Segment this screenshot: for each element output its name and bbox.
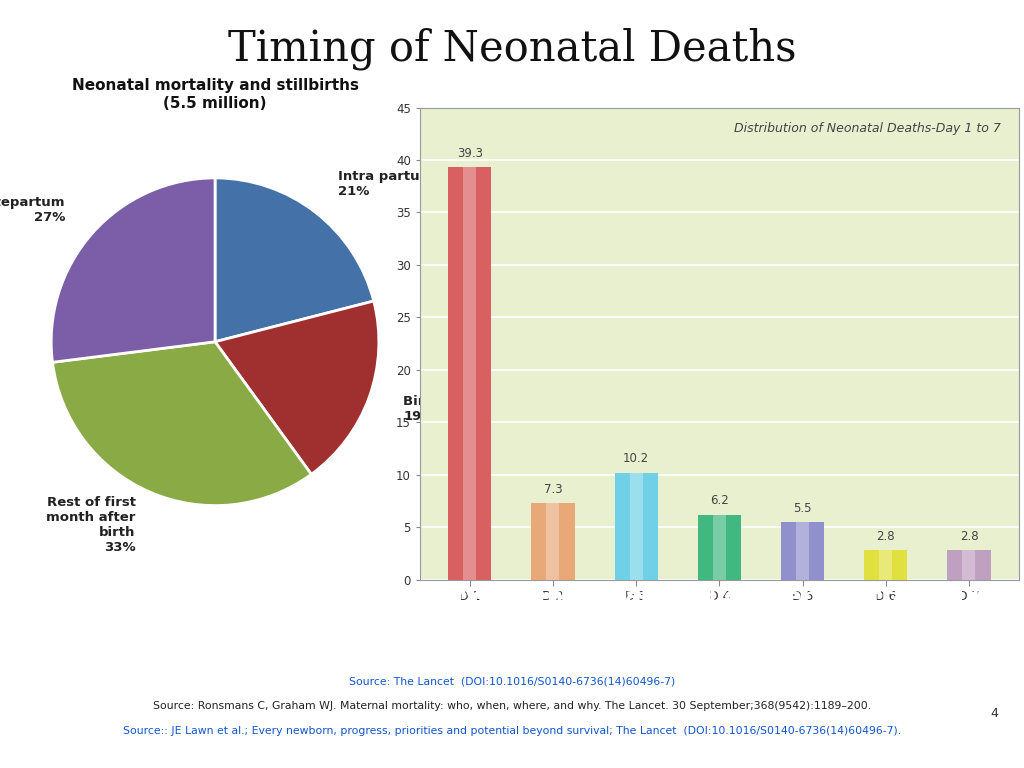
Wedge shape — [215, 178, 374, 342]
Text: Timing of Neonatal Deaths: Timing of Neonatal Deaths — [227, 28, 797, 70]
Bar — [880, 551, 892, 580]
Bar — [463, 167, 476, 580]
Text: postpartum period): postpartum period) — [15, 620, 267, 643]
Bar — [449, 167, 492, 580]
Text: 39.3: 39.3 — [457, 147, 482, 160]
Bar — [630, 473, 643, 580]
Bar — [614, 473, 657, 580]
Text: 2.8: 2.8 — [877, 530, 895, 543]
Text: Problem Statement:  Most mortality is centred around delivery (intra and immedia: Problem Statement: Most mortality is cen… — [15, 586, 1024, 609]
Text: 4: 4 — [990, 707, 998, 720]
Text: Source: The Lancet  (DOI:10.1016/S0140-6736(14)60496-7): Source: The Lancet (DOI:10.1016/S0140-67… — [349, 677, 675, 687]
Text: 10.2: 10.2 — [623, 452, 649, 465]
Wedge shape — [215, 301, 379, 475]
Text: Antepartum
27%: Antepartum 27% — [0, 196, 66, 223]
Text: Source:: JE Lawn et al.; Every newborn, progress, priorities and potential beyon: Source:: JE Lawn et al.; Every newborn, … — [123, 726, 901, 736]
Bar — [963, 551, 976, 580]
Text: 2.8: 2.8 — [959, 530, 978, 543]
Text: Intra partum
21%: Intra partum 21% — [338, 170, 433, 198]
Wedge shape — [52, 342, 311, 505]
Text: Distribution of Neonatal Deaths-Day 1 to 7: Distribution of Neonatal Deaths-Day 1 to… — [734, 121, 1000, 134]
Bar — [547, 503, 559, 580]
Bar — [796, 522, 809, 580]
Bar — [697, 515, 741, 580]
Bar — [864, 551, 907, 580]
Text: Birth Day
19%: Birth Day 19% — [403, 396, 473, 423]
Text: Source: Ronsmans C, Graham WJ. Maternal mortality: who, when, where, and why. Th: Source: Ronsmans C, Graham WJ. Maternal … — [153, 701, 871, 711]
Bar — [713, 515, 726, 580]
Text: 7.3: 7.3 — [544, 483, 562, 496]
Text: Rest of first
month after
birth
33%: Rest of first month after birth 33% — [46, 496, 135, 554]
Text: Neonatal mortality and stillbirths
(5.5 million): Neonatal mortality and stillbirths (5.5 … — [72, 78, 358, 111]
Bar — [531, 503, 574, 580]
Bar — [781, 522, 824, 580]
Wedge shape — [51, 178, 215, 362]
Text: 5.5: 5.5 — [794, 502, 812, 515]
Bar — [947, 551, 990, 580]
Text: 6.2: 6.2 — [710, 495, 729, 508]
